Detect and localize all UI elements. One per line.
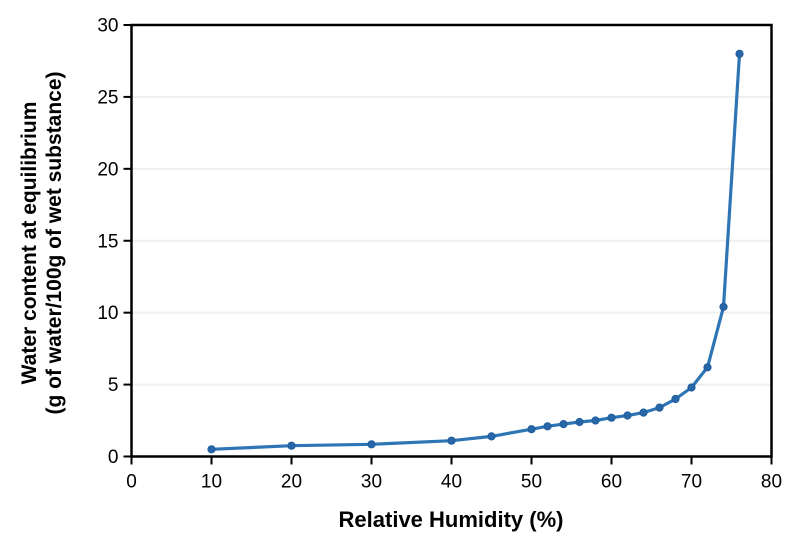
x-tick-label-40: 40 (441, 472, 462, 493)
x-tick-label-70: 70 (681, 472, 702, 493)
x-tick-label-0: 0 (126, 472, 137, 493)
data-point (487, 432, 496, 441)
x-tick-label-30: 30 (361, 472, 382, 493)
y-axis-title-line1: Water content at equilibrium (18, 102, 41, 385)
data-point (719, 302, 728, 311)
data-point (607, 413, 616, 422)
data-point (735, 49, 744, 58)
y-tick-label-0: 0 (108, 447, 119, 468)
axis-tick-labels: 0 5 10 15 20 25 30 0 10 20 30 40 50 60 70 80 (97, 16, 782, 493)
y-tick-label-25: 25 (97, 87, 118, 108)
data-point (527, 425, 536, 434)
data-point (639, 408, 648, 417)
y-tick-label-30: 30 (97, 16, 118, 37)
gridlines (131, 95, 772, 386)
data-point (575, 417, 584, 427)
y-tick-label-15: 15 (97, 231, 118, 252)
data-point (287, 441, 296, 450)
x-tick-label-10: 10 (201, 472, 222, 493)
data-series (207, 49, 744, 454)
data-point (623, 411, 632, 420)
x-tick-label-50: 50 (521, 472, 542, 493)
data-point (543, 422, 552, 431)
x-axis-title: Relative Humidity (%) (339, 507, 564, 532)
data-point (447, 436, 456, 445)
data-point (207, 445, 216, 454)
data-point (671, 394, 680, 404)
data-point (367, 440, 376, 449)
data-point (559, 420, 568, 429)
data-point (591, 416, 600, 425)
y-tick-label-20: 20 (97, 159, 118, 180)
x-tick-label-20: 20 (281, 472, 302, 493)
data-point (687, 383, 696, 392)
data-point (703, 363, 712, 372)
y-tick-label-10: 10 (97, 303, 118, 324)
x-tick-label-80: 80 (761, 472, 782, 493)
axis-ticks (123, 24, 773, 465)
y-axis-title-line2: (g of water/100g of wet substance) (43, 71, 66, 414)
data-point (655, 403, 664, 412)
y-tick-label-5: 5 (108, 375, 119, 396)
x-tick-label-60: 60 (601, 472, 622, 493)
